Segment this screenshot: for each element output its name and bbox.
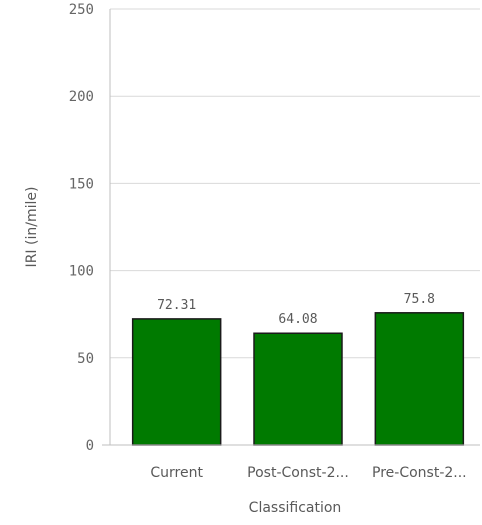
y-tick-label: 0 — [86, 438, 94, 454]
bar[interactable] — [131, 318, 222, 446]
y-tick-label: 100 — [69, 264, 94, 280]
x-tick-label: Post-Const-2... — [247, 465, 349, 481]
bar[interactable] — [374, 312, 465, 446]
x-tick-label: Current — [150, 465, 203, 481]
bar-value-label: 64.08 — [278, 312, 317, 327]
y-tick-label: 150 — [69, 176, 94, 192]
bar-value-label: 72.31 — [157, 298, 196, 313]
data-labels: 72.31 64.08 75.8 — [157, 292, 435, 327]
bar[interactable] — [253, 332, 343, 446]
x-axis-title: Classification — [249, 500, 342, 516]
bar-value-label: 75.8 — [404, 292, 435, 307]
x-axis-ticks: Current Post-Const-2... Pre-Const-2... — [150, 465, 466, 481]
y-axis-title: IRI (in/mile) — [24, 187, 40, 268]
y-tick-label: 250 — [69, 2, 94, 18]
y-tick-label: 200 — [69, 89, 94, 105]
bars — [131, 312, 465, 446]
x-tick-label: Pre-Const-2... — [372, 465, 467, 481]
y-axis-ticks: 0 50 100 150 200 250 — [69, 2, 94, 454]
y-tick-label: 50 — [77, 351, 94, 367]
